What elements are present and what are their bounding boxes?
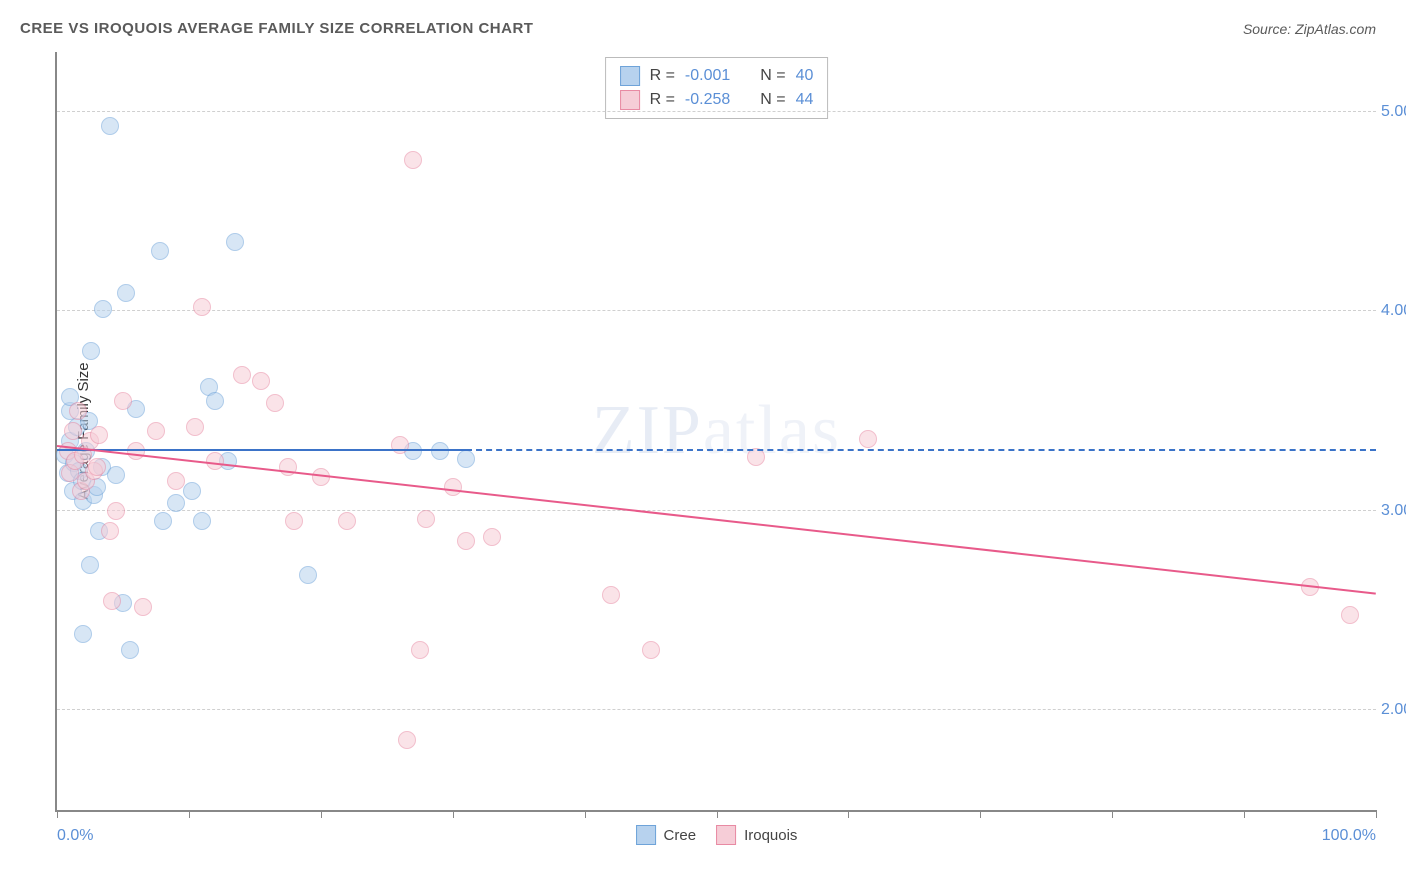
y-tick-label: 5.00: [1381, 103, 1406, 121]
scatter-point: [74, 625, 92, 643]
x-tick: [1376, 810, 1377, 818]
scatter-point: [167, 494, 185, 512]
scatter-point: [186, 418, 204, 436]
chart-header: CREE VS IROQUOIS AVERAGE FAMILY SIZE COR…: [0, 0, 1406, 47]
x-tick: [585, 810, 586, 818]
scatter-point: [457, 532, 475, 550]
scatter-point: [602, 586, 620, 604]
legend-item: Iroquois: [716, 825, 797, 845]
y-tick-label: 2.00: [1381, 701, 1406, 719]
x-tick: [453, 810, 454, 818]
watermark: ZIPatlas: [592, 391, 841, 471]
gridline: [57, 709, 1376, 710]
legend-r-value: -0.001: [685, 67, 730, 85]
legend-swatch: [620, 66, 640, 86]
scatter-point: [134, 598, 152, 616]
scatter-point: [193, 512, 211, 530]
scatter-point: [444, 478, 462, 496]
scatter-point: [431, 442, 449, 460]
x-tick: [717, 810, 718, 818]
series-legend: Cree Iroquois: [636, 825, 798, 845]
legend-n-label: N =: [760, 67, 785, 85]
x-tick: [1112, 810, 1113, 818]
legend-n-label: N =: [760, 91, 785, 109]
scatter-point: [391, 436, 409, 454]
scatter-point: [226, 233, 244, 251]
scatter-point: [457, 450, 475, 468]
scatter-point: [101, 117, 119, 135]
scatter-point: [206, 452, 224, 470]
x-tick: [848, 810, 849, 818]
scatter-point: [90, 426, 108, 444]
legend-r-label: R =: [650, 91, 675, 109]
legend-item: Cree: [636, 825, 697, 845]
scatter-point: [1341, 606, 1359, 624]
trend-line: [57, 449, 466, 451]
scatter-point: [859, 430, 877, 448]
scatter-point: [167, 472, 185, 490]
x-axis-min-label: 0.0%: [57, 827, 93, 845]
scatter-point: [417, 510, 435, 528]
legend-label: Cree: [664, 827, 697, 844]
legend-n-value: 44: [796, 91, 814, 109]
scatter-point: [206, 392, 224, 410]
scatter-point: [94, 300, 112, 318]
legend-n-value: 40: [796, 67, 814, 85]
legend-label: Iroquois: [744, 827, 797, 844]
scatter-point: [483, 528, 501, 546]
scatter-point: [107, 502, 125, 520]
gridline: [57, 111, 1376, 112]
x-tick: [189, 810, 190, 818]
scatter-point: [117, 284, 135, 302]
legend-r-value: -0.258: [685, 91, 730, 109]
scatter-point: [82, 342, 100, 360]
scatter-point: [398, 731, 416, 749]
scatter-point: [127, 442, 145, 460]
scatter-point: [233, 366, 251, 384]
gridline: [57, 310, 1376, 311]
legend-swatch: [636, 825, 656, 845]
scatter-point: [183, 482, 201, 500]
scatter-point: [154, 512, 172, 530]
legend-swatch: [716, 825, 736, 845]
scatter-point: [81, 556, 99, 574]
scatter-point: [88, 458, 106, 476]
legend-row: R = -0.258 N = 44: [620, 88, 814, 112]
scatter-point: [193, 298, 211, 316]
legend-r-label: R =: [650, 67, 675, 85]
gridline: [57, 510, 1376, 511]
scatter-point: [642, 641, 660, 659]
scatter-chart: Average Family Size ZIPatlas 0.0% 100.0%…: [55, 52, 1376, 812]
scatter-point: [114, 392, 132, 410]
scatter-point: [103, 592, 121, 610]
scatter-point: [147, 422, 165, 440]
y-tick-label: 4.00: [1381, 302, 1406, 320]
scatter-point: [299, 566, 317, 584]
scatter-point: [121, 641, 139, 659]
scatter-point: [266, 394, 284, 412]
scatter-point: [285, 512, 303, 530]
x-axis-max-label: 100.0%: [1322, 827, 1376, 845]
scatter-point: [252, 372, 270, 390]
y-tick-label: 3.00: [1381, 502, 1406, 520]
correlation-legend: R = -0.001 N = 40 R = -0.258 N = 44: [605, 57, 829, 119]
scatter-point: [107, 466, 125, 484]
scatter-point: [404, 151, 422, 169]
x-tick: [321, 810, 322, 818]
scatter-point: [64, 422, 82, 440]
scatter-point: [69, 402, 87, 420]
trend-line: [466, 449, 1376, 451]
chart-title: CREE VS IROQUOIS AVERAGE FAMILY SIZE COR…: [20, 20, 533, 37]
legend-swatch: [620, 90, 640, 110]
scatter-point: [151, 242, 169, 260]
x-tick: [1244, 810, 1245, 818]
x-tick: [57, 810, 58, 818]
scatter-point: [411, 641, 429, 659]
legend-row: R = -0.001 N = 40: [620, 64, 814, 88]
chart-source: Source: ZipAtlas.com: [1243, 21, 1376, 37]
scatter-point: [338, 512, 356, 530]
scatter-point: [101, 522, 119, 540]
trend-line: [57, 445, 1376, 595]
x-tick: [980, 810, 981, 818]
